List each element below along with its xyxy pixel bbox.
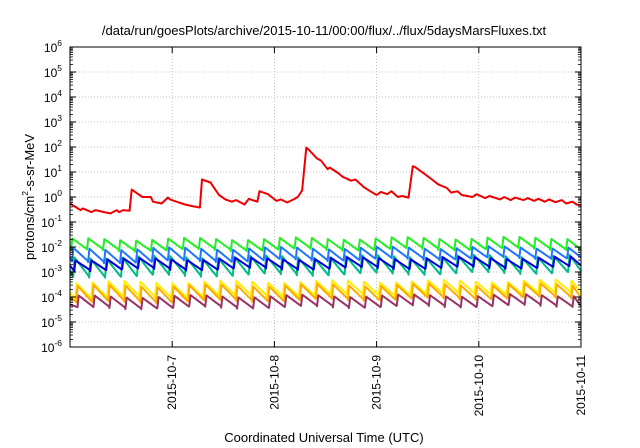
y-tick-label: 101	[44, 163, 62, 180]
y-tick-label: 103	[44, 113, 62, 130]
y-tick-label: 10-3	[41, 263, 62, 280]
chart-title: /data/run/goesPlots/archive/2015-10-11/0…	[102, 23, 547, 38]
y-tick-label: 10-1	[41, 213, 62, 230]
x-tick-label: 2015-10-11	[574, 355, 588, 416]
series-line	[69, 255, 582, 273]
series-line	[69, 235, 582, 253]
series-line	[69, 253, 582, 279]
x-axis-label: Coordinated Universal Time (UTC)	[224, 430, 423, 445]
x-tick-label: 2015-10-9	[370, 355, 384, 410]
series-line	[69, 146, 582, 215]
series-line	[69, 293, 582, 311]
y-tick-label: 10-5	[41, 313, 62, 330]
series-line	[69, 278, 582, 301]
y-tick-label: 10-2	[41, 238, 62, 255]
y-tick-label: 10-4	[41, 288, 62, 305]
y-tick-label: 102	[44, 138, 62, 155]
y-tick-label: 105	[44, 63, 62, 80]
y-tick-label: 106	[44, 38, 62, 55]
y-tick-label: 100	[44, 188, 62, 205]
x-tick-label: 2015-10-7	[165, 355, 179, 410]
series-line	[69, 245, 582, 265]
y-tick-label: 10-6	[41, 338, 62, 355]
x-tick-label: 2015-10-8	[267, 355, 281, 410]
series-group	[69, 146, 582, 311]
x-tick-label: 2015-10-10	[472, 355, 486, 417]
y-axis: 10-6 10-5 10-4 10-3 10-2 10-1 100 101 102 103 104 1…	[41, 38, 581, 355]
x-axis: 2015-10-7 2015-10-8 2015-10-9 2015-10-10 201…	[165, 47, 588, 416]
series-line	[69, 282, 582, 304]
y-axis-label: protons/cm2-s-sr-MeV	[20, 134, 37, 260]
y-tick-label: 104	[44, 88, 62, 105]
